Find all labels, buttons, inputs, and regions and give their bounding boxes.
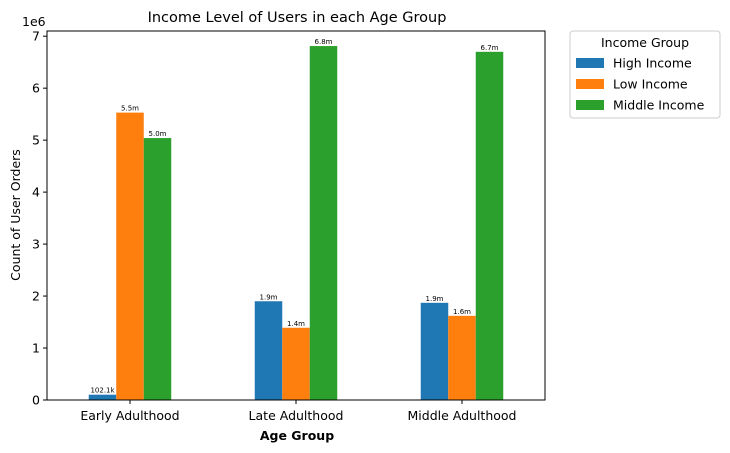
legend-entry: Low Income (613, 77, 688, 92)
data-label: 1.4m (287, 320, 305, 328)
y-tick-label: 7 (32, 29, 40, 44)
legend-swatch (576, 79, 604, 89)
y-axis-label: Count of User Orders (8, 149, 23, 281)
bar (116, 112, 144, 400)
bar (254, 301, 283, 400)
data-label: 1.9m (260, 293, 278, 301)
data-label: 6.7m (481, 44, 499, 52)
data-label: 5.0m (149, 130, 167, 138)
y-tick-label: 6 (32, 81, 40, 96)
data-label: 102.1k (90, 387, 115, 395)
y-tick-label: 0 (32, 393, 40, 408)
y-tick-label: 1 (32, 341, 40, 356)
legend-box (569, 30, 721, 119)
legend-swatch (576, 100, 604, 110)
legend-entry: Middle Income (613, 98, 705, 113)
x-axis-label: Age Group (260, 428, 334, 443)
x-tick-label: Early Adulthood (80, 408, 179, 423)
x-tick-label: Late Adulthood (249, 408, 344, 423)
plot-area: 102.1k 1.9m 1.9m 5.5m 1.4m 1.6m 5.0m 6.8m 6.7m 0 1… (32, 29, 546, 423)
data-label: 6.8m (315, 38, 333, 46)
legend-entry: High Income (613, 56, 692, 71)
bar (309, 46, 338, 400)
data-label: 1.6m (453, 308, 471, 316)
legend: Income Group High Income Low Income Middle … (569, 30, 721, 119)
bar (420, 302, 449, 400)
data-label: 1.9m (426, 295, 444, 303)
bar (475, 51, 504, 400)
x-tick-label: Middle Adulthood (408, 408, 517, 423)
legend-swatch (576, 58, 604, 68)
y-tick-label: 3 (32, 237, 40, 252)
data-label: 5.5m (121, 105, 139, 113)
y-tick-label: 5 (32, 133, 40, 148)
bar (143, 138, 172, 400)
y-tick-label: 2 (32, 289, 40, 304)
bar (88, 394, 117, 400)
bar (448, 315, 476, 400)
y-tick-label: 4 (32, 185, 40, 200)
y-offset-text: 1e6 (22, 14, 46, 29)
legend-title: Income Group (601, 35, 689, 50)
chart-title: Income Level of Users in each Age Group (148, 10, 447, 26)
bar (282, 327, 310, 400)
